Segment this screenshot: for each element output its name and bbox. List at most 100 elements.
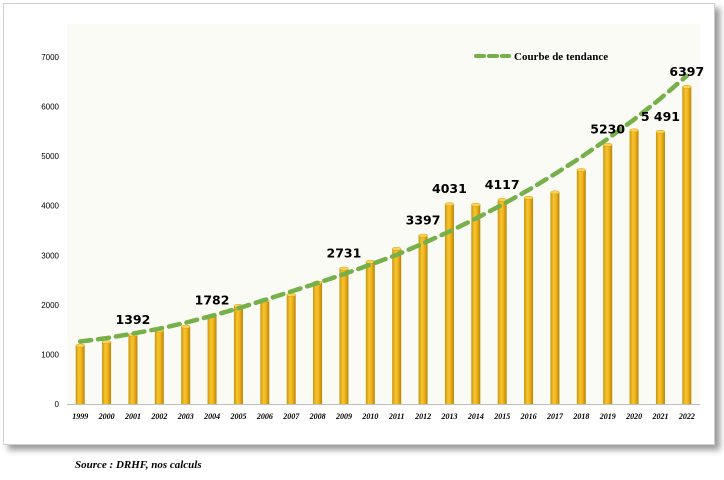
y-tick-label: 3000 [41,251,59,260]
bar-cap [629,128,639,133]
trend-line-path [77,73,690,344]
bar-cap [75,343,85,348]
bar-chart: 0 1000 2000 3000 4000 5000 6000 7000 1999 2000 20… [41,24,705,421]
bar [550,190,560,404]
y-tick-label: 1000 [41,350,59,359]
x-tick-label: 2005 [229,412,246,421]
bar [101,340,112,404]
bar-body [576,170,586,404]
bar [286,293,296,404]
bar-series [75,85,692,404]
bar [154,328,165,404]
x-tick-label: 2012 [414,412,431,421]
bar [207,313,217,404]
bar [629,128,639,404]
bar-body [418,235,428,404]
x-tick-label: 2000 [98,412,115,421]
y-tick-label: 0 [55,400,60,409]
x-tick-label: 2022 [678,412,695,421]
bar-body [260,300,270,404]
x-tick-label: 2004 [203,412,220,421]
y-tick-label: 6000 [41,103,59,112]
bar [260,299,270,404]
data-label: 2731 [327,246,362,261]
data-label: 6397 [669,64,704,79]
bar-body [154,330,164,404]
bar-cap [180,324,191,329]
data-label: 4031 [432,181,467,196]
bar-body [392,248,402,404]
bar-body [603,144,613,404]
x-tick-label: 2018 [572,412,589,421]
x-tick-label: 2016 [520,412,537,421]
data-label: 5 491 [641,109,680,124]
bar-body [655,131,665,404]
x-axis: 1999 2000 2001 2002 2003 2004 2005 2006 2007 2008… [67,404,700,421]
bar-body [102,342,112,404]
bar [444,202,455,404]
y-tick-label: 4000 [41,202,59,211]
bar-cap [576,168,587,172]
bar-cap [444,202,455,207]
y-axis: 0 1000 2000 3000 4000 5000 6000 7000 [41,53,59,409]
bar [576,168,587,404]
plot-area [67,24,700,404]
bar-body [550,192,560,404]
bar-body [339,268,349,404]
x-tick-label: 2011 [388,412,405,421]
data-label: 1392 [116,312,151,327]
x-tick-label: 2020 [625,412,642,421]
bar-body [629,130,639,404]
bar [655,129,666,404]
bar-cap [655,129,666,134]
y-tick-label: 5000 [41,152,59,161]
plot-background [67,24,700,404]
x-tick-label: 1999 [72,412,88,421]
x-tick-label: 2007 [282,412,300,421]
bar [128,333,138,404]
legend: Courbe de tendance [474,51,608,63]
bar-cap [682,85,692,89]
bar-body [682,86,692,404]
bar-body [233,305,243,404]
bar [180,324,191,404]
x-tick-label: 2002 [150,412,167,421]
bar-cap [471,202,481,207]
bar-cap [523,195,534,200]
data-labels: 1392 1782 2731 3397 4031 4117 5230 5 491 6397 [116,64,705,327]
bar-cap [602,142,613,147]
y-tick-label: 2000 [41,301,59,310]
bar-cap [550,190,560,195]
bar [523,195,534,404]
bar-cap [391,246,402,251]
bar-body [181,326,191,404]
bar-body [365,261,375,404]
x-tick-label: 2009 [335,412,352,421]
bar-cap [418,233,428,238]
x-tick-label: 2006 [256,412,273,421]
data-label: 1782 [195,293,230,308]
legend-trend-label: Courbe de tendance [514,51,608,63]
bar-body [497,199,507,404]
bar [339,266,349,404]
bar [418,233,428,404]
bar-cap [339,266,349,271]
data-label: 4117 [485,177,520,192]
y-tick-label: 7000 [41,53,59,62]
bar-cap [101,340,112,344]
x-tick-label: 2014 [467,412,484,421]
bar [497,198,507,404]
bar [391,246,402,404]
x-tick-label: 2015 [493,412,510,421]
bar-body [524,197,534,404]
x-tick-label: 2021 [651,412,668,421]
x-tick-label: 2017 [546,412,564,421]
bar-body [444,204,454,404]
chart-frame: 0 1000 2000 3000 4000 5000 6000 7000 1999 2000 20… [3,3,715,445]
bar [233,303,244,404]
bar [602,142,613,404]
bar-body [286,294,296,404]
bar [365,259,376,404]
source-note: Source : DRHF, nos calculs [75,459,202,471]
x-tick-label: 2010 [361,412,378,421]
